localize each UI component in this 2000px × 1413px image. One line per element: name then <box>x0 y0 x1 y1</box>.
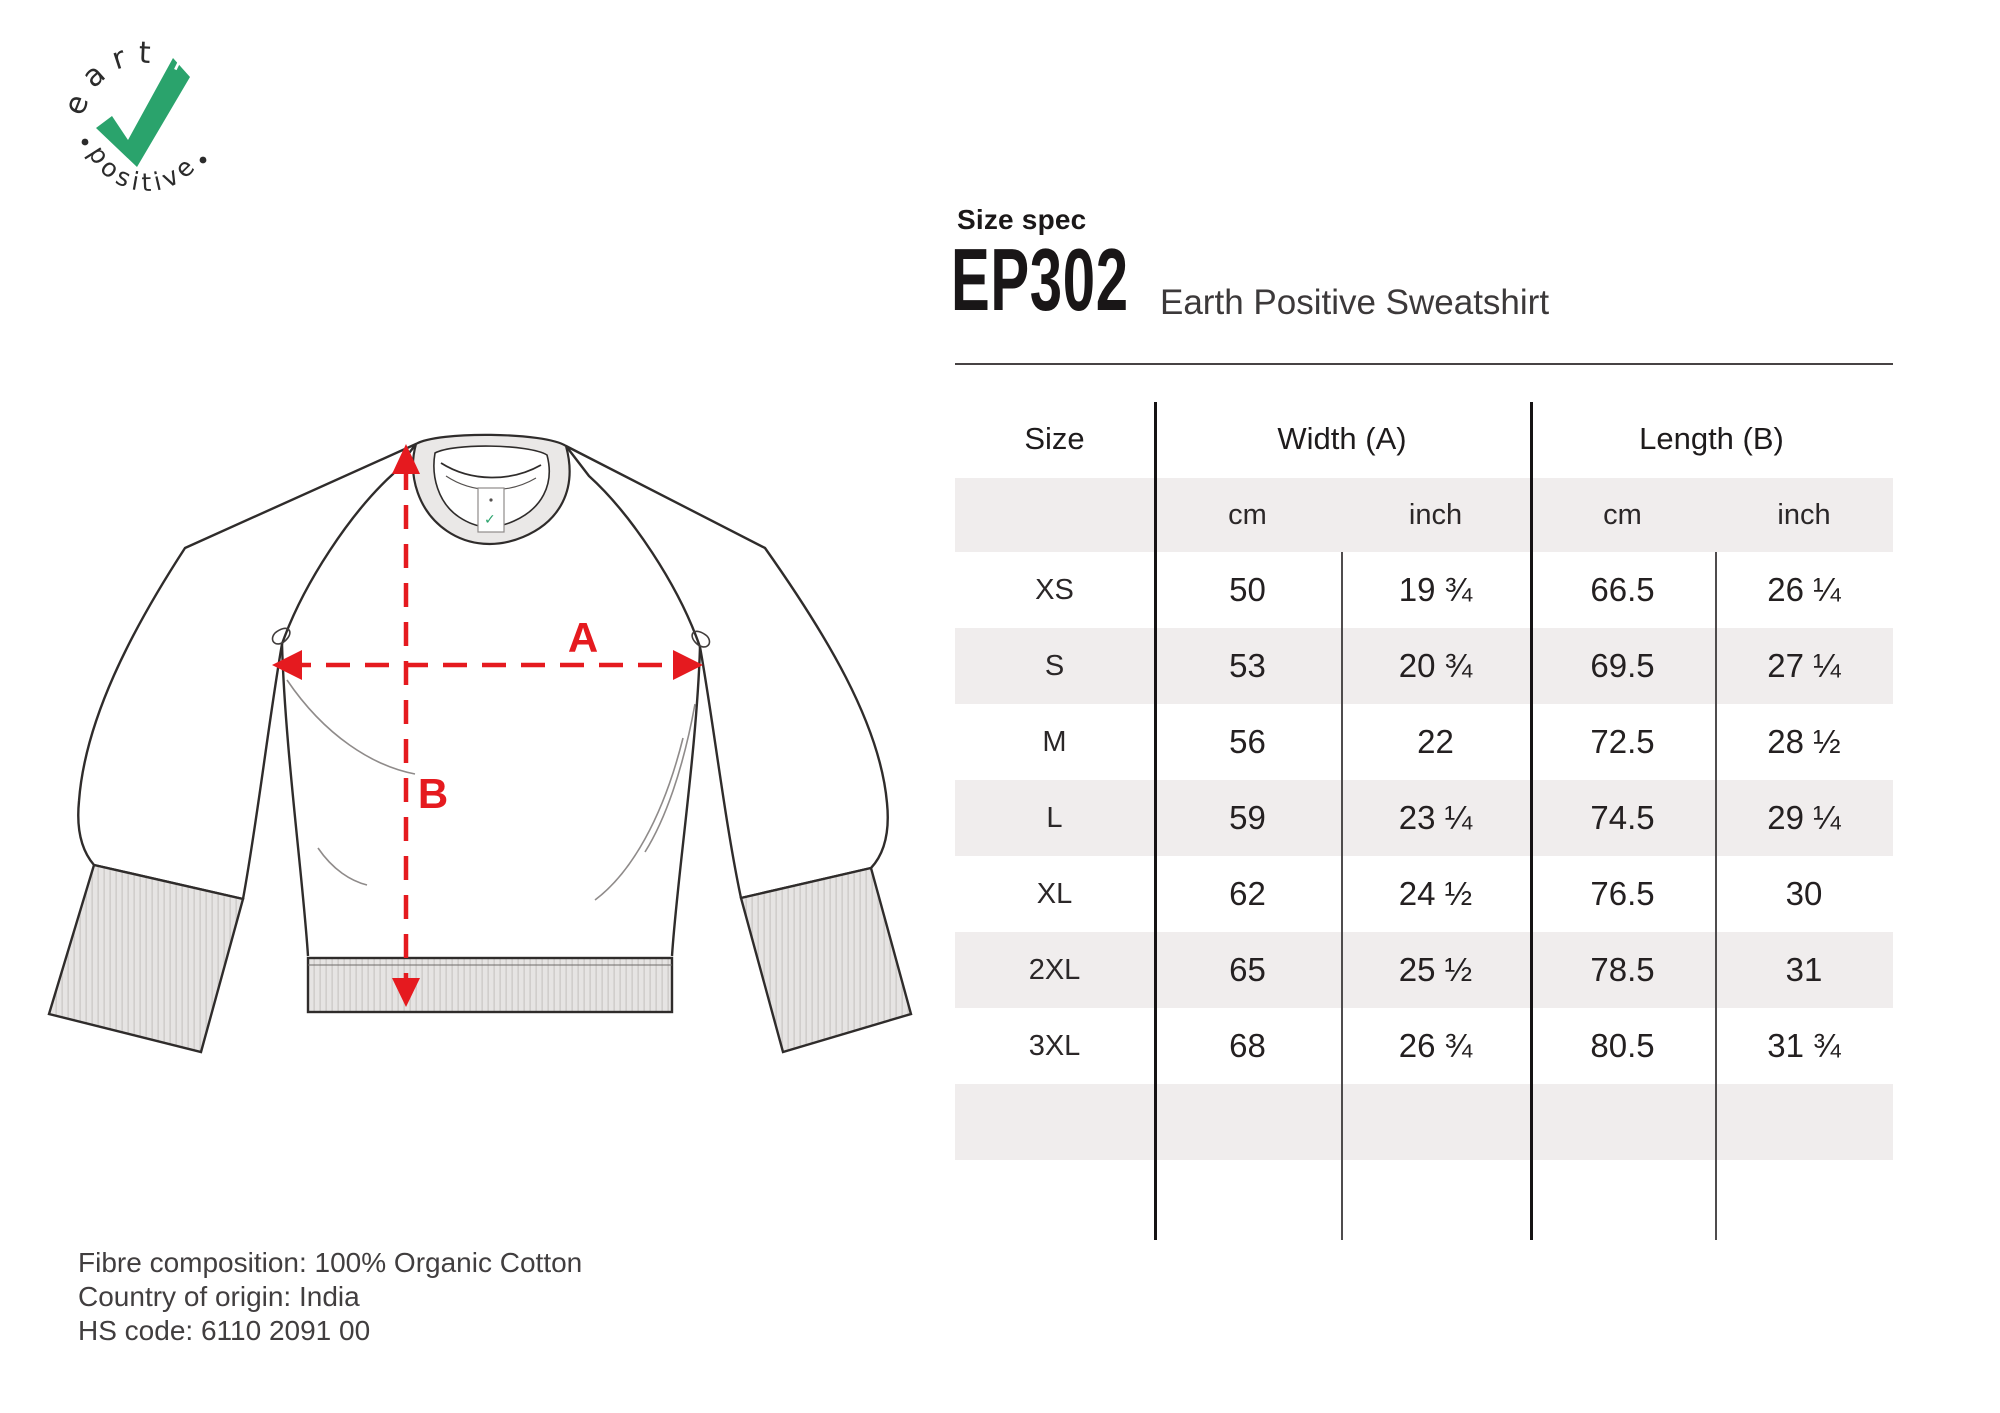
hem-band <box>306 956 674 1014</box>
table-cell-empty-8-length_cm <box>1530 1160 1715 1236</box>
sleeve-right <box>564 444 889 900</box>
arrow-left-icon <box>272 650 302 680</box>
table-cell-2XL-width_cm: 65 <box>1154 932 1341 1008</box>
table-cell-XS-width_inch: 19 ¾ <box>1398 571 1473 608</box>
earth-positive-logo: earth positive <box>57 36 207 197</box>
dimension-a: A <box>272 614 703 680</box>
table-cell-L-width_cm: 59 <box>1154 780 1341 856</box>
table-cell-3XL-length_cm: 80.5 <box>1590 1027 1655 1064</box>
table-cell-M-width_inch: 22 <box>1417 723 1454 760</box>
armpit-loops <box>271 627 711 648</box>
logo-check-icon <box>96 58 190 167</box>
unit-header-length-inch: inch <box>1715 478 1893 552</box>
table-cell-L-length_cm: 74.5 <box>1530 780 1715 856</box>
column-header-width: Width (A) <box>1277 421 1407 456</box>
table-cell-empty-7-width_cm <box>1154 1084 1341 1160</box>
table-cell-M-width_cm: 56 <box>1229 723 1266 760</box>
table-cell-2XL-length_inch: 31 <box>1715 932 1893 1008</box>
table-cell-M-length_cm: 72.5 <box>1590 723 1655 760</box>
table-cell-XL-length_inch: 30 <box>1785 875 1823 912</box>
table-cell-L-size: L <box>955 780 1154 856</box>
product-code: EP302 <box>951 230 1129 329</box>
table-cell-empty-7-size <box>955 1084 1154 1160</box>
table-cell-empty-8-width_inch <box>1341 1160 1530 1236</box>
column-header-length: Length (B) <box>1639 421 1784 456</box>
table-cell-M-size: M <box>1042 725 1067 758</box>
header-rule <box>955 363 1893 365</box>
body-left-edge <box>280 643 310 957</box>
cuff-right <box>739 866 913 1054</box>
table-cell-2XL-length_cm: 78.5 <box>1530 932 1715 1008</box>
sweatshirt-body <box>282 478 700 958</box>
column-header-size: Size <box>1024 421 1085 456</box>
hs-code-line: HS code: 6110 2091 00 <box>78 1315 371 1346</box>
table-vline-size-width <box>1154 402 1157 1240</box>
arrow-up-icon <box>392 444 420 474</box>
table-cell-S-size: S <box>955 628 1154 704</box>
table-cell-2XL-width_inch: 25 ½ <box>1341 932 1530 1008</box>
sweatshirt-diagram: ✓ A B <box>47 433 913 1054</box>
product-details: Fibre composition: 100% Organic Cotton C… <box>78 1246 582 1348</box>
table-cell-empty-7-width_inch <box>1341 1084 1530 1160</box>
logo-earth-text: earth <box>57 36 201 120</box>
unit-header-blank <box>955 478 1154 552</box>
logo-dot <box>81 138 89 146</box>
table-cell-L-length_inch: 29 ¼ <box>1715 780 1893 856</box>
table-cell-empty-8-size <box>955 1160 1154 1236</box>
dimension-b: B <box>392 444 448 1007</box>
table-cell-L-width_inch: 23 ¼ <box>1341 780 1530 856</box>
table-vline-width-length <box>1530 402 1533 1240</box>
table-cell-XL-width_inch: 24 ½ <box>1398 875 1473 912</box>
table-cell-S-length_inch: 27 ¼ <box>1715 628 1893 704</box>
size-table: Size Width (A) Length (B) cm inch cm inc… <box>955 400 1893 1236</box>
dim-label-a: A <box>568 614 598 661</box>
neck-tag: ✓ <box>477 487 505 533</box>
unit-header-width-inch: inch <box>1341 478 1530 552</box>
arrow-right-icon <box>673 650 703 680</box>
back-collar-seam <box>440 462 542 479</box>
table-cell-3XL-width_inch: 26 ¾ <box>1398 1027 1473 1064</box>
table-vline-width-cm-inch <box>1341 552 1343 1240</box>
sleeve-left <box>77 442 418 901</box>
logo-dot <box>199 156 207 164</box>
table-cell-2XL-size: 2XL <box>955 932 1154 1008</box>
collar-inner <box>433 445 551 528</box>
table-cell-empty-7-length_cm <box>1530 1084 1715 1160</box>
table-cell-XL-size: XL <box>1036 877 1073 910</box>
table-cell-XS-size: XS <box>1035 573 1074 606</box>
table-cell-XS-length_cm: 66.5 <box>1590 571 1655 608</box>
table-cell-XS-width_cm: 50 <box>1229 571 1266 608</box>
country-of-origin-line: Country of origin: India <box>78 1281 360 1312</box>
table-cell-S-width_cm: 53 <box>1154 628 1341 704</box>
fibre-composition-line: Fibre composition: 100% Organic Cotton <box>78 1247 583 1278</box>
table-cell-XL-length_cm: 76.5 <box>1590 875 1655 912</box>
arrow-down-icon <box>392 978 420 1007</box>
table-cell-3XL-length_inch: 31 ¾ <box>1767 1027 1841 1064</box>
table-vline-length-cm-inch <box>1715 552 1717 1240</box>
unit-header-width-cm: cm <box>1154 478 1341 552</box>
table-cell-empty-7-length_inch <box>1715 1084 1893 1160</box>
table-cell-XL-width_cm: 62 <box>1229 875 1266 912</box>
tag-check-icon: ✓ <box>484 512 496 528</box>
table-cell-empty-8-length_inch <box>1715 1160 1893 1236</box>
table-cell-3XL-width_cm: 68 <box>1229 1027 1266 1064</box>
table-cell-M-length_inch: 28 ½ <box>1767 723 1841 760</box>
product-name: Earth Positive Sweatshirt <box>1160 283 1550 322</box>
dim-label-b: B <box>418 770 448 817</box>
unit-header-length-cm: cm <box>1530 478 1715 552</box>
cuff-left <box>47 863 245 1054</box>
wrinkle-lines <box>286 679 696 901</box>
body-right-edge <box>670 646 702 957</box>
table-cell-empty-8-width_cm <box>1154 1160 1341 1236</box>
table-cell-S-length_cm: 69.5 <box>1530 628 1715 704</box>
table-cell-S-width_inch: 20 ¾ <box>1341 628 1530 704</box>
table-cell-XS-length_inch: 26 ¼ <box>1767 571 1841 608</box>
table-cell-3XL-size: 3XL <box>1028 1029 1081 1062</box>
size-spec-eyebrow: Size spec <box>957 204 1087 235</box>
